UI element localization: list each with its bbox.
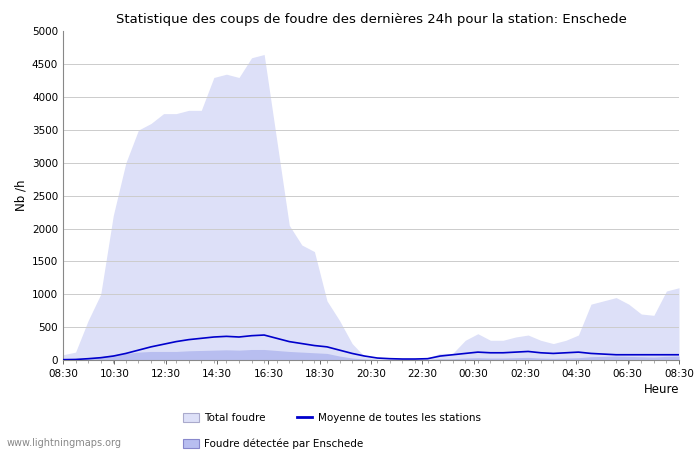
Text: Heure: Heure [643,383,679,396]
Legend: Foudre détectée par Enschede: Foudre détectée par Enschede [179,435,368,450]
Text: www.lightningmaps.org: www.lightningmaps.org [7,438,122,448]
Title: Statistique des coups de foudre des dernières 24h pour la station: Enschede: Statistique des coups de foudre des dern… [116,13,626,26]
Y-axis label: Nb /h: Nb /h [15,180,28,211]
